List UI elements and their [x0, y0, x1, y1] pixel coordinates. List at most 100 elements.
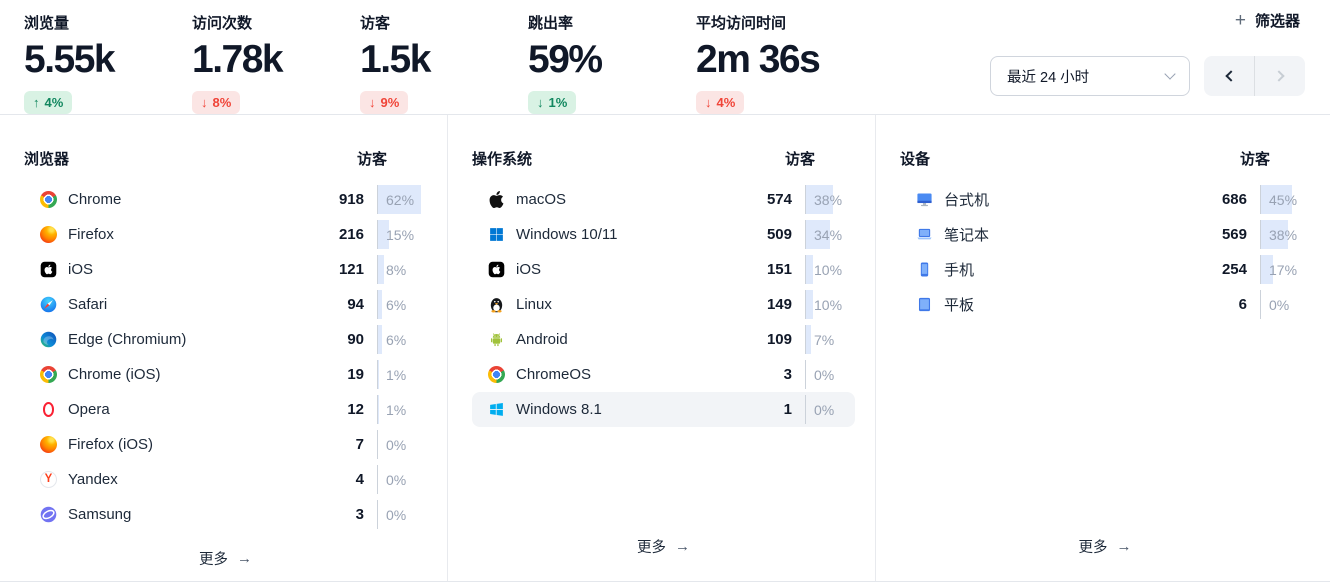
- percent-label: 10%: [814, 261, 843, 278]
- more-link[interactable]: 更多 →: [1079, 536, 1132, 557]
- metric-name: Edge (Chromium): [68, 331, 187, 348]
- percent-cell: 0%: [1260, 290, 1310, 319]
- metric-count: 216: [338, 226, 364, 243]
- metric-row[interactable]: 笔记本 569 38%: [900, 217, 1310, 252]
- percent-bar: [806, 255, 813, 284]
- metric-name: Yandex: [68, 471, 118, 488]
- stat-card[interactable]: 访问次数 1.78k ↓ 8%: [192, 12, 360, 114]
- panel-header: 浏览器 访客: [24, 149, 427, 170]
- metric-row[interactable]: 平板 6 0%: [900, 287, 1310, 322]
- prev-period-button[interactable]: [1204, 56, 1254, 96]
- metric-row[interactable]: Windows 8.1 1 0%: [472, 392, 855, 427]
- metric-count: 151: [766, 261, 792, 278]
- windows-icon: [488, 226, 505, 243]
- metric-name: Samsung: [68, 506, 132, 523]
- stat-label: 访问次数: [192, 15, 253, 32]
- next-period-button[interactable]: [1255, 56, 1305, 96]
- metric-name: Windows 10/11: [516, 226, 618, 243]
- metric-count: 686: [1221, 191, 1247, 208]
- percent-bar: [1261, 255, 1273, 284]
- percent-cell: 45%: [1260, 185, 1310, 214]
- stat-card[interactable]: 跳出率 59% ↓ 1%: [528, 12, 696, 114]
- chrome-icon: [488, 366, 505, 383]
- metric-count: 1: [783, 401, 792, 418]
- metric-row[interactable]: Safari 94 6%: [24, 287, 427, 322]
- metric-name: iOS: [68, 261, 94, 278]
- metric-name: 笔记本: [944, 227, 990, 244]
- metric-count: 19: [347, 366, 364, 383]
- more-link[interactable]: 更多 →: [199, 548, 252, 569]
- change-arrow-icon: ↓: [369, 95, 376, 110]
- windows81-icon: [488, 401, 505, 418]
- metric-row[interactable]: Y Yandex 4 0%: [24, 462, 427, 497]
- stat-change-badge: ↑ 4%: [24, 91, 73, 114]
- chevron-left-icon: [1224, 70, 1237, 82]
- percent-bar: [378, 290, 382, 319]
- stats-header: 浏览量 5.55k ↑ 4% 访问次数 1.78k ↓ 8% 访客 1.5k ↓…: [0, 0, 1330, 115]
- metric-name: Linux: [516, 296, 552, 313]
- percent-cell: 10%: [805, 255, 855, 284]
- metric-row[interactable]: Edge (Chromium) 90 6%: [24, 322, 427, 357]
- metric-row[interactable]: Chrome 918 62%: [24, 182, 427, 217]
- metric-row[interactable]: macOS 574 38%: [472, 182, 855, 217]
- percent-bar: [806, 220, 830, 249]
- metric-row[interactable]: Android 109 7%: [472, 322, 855, 357]
- stat-value: 1.5k: [360, 38, 431, 81]
- metric-count: 90: [347, 331, 364, 348]
- change-value: 9%: [380, 95, 400, 110]
- metric-name: Safari: [68, 296, 108, 313]
- percent-label: 1%: [386, 401, 407, 418]
- percent-label: 6%: [386, 296, 407, 313]
- metric-name: macOS: [516, 191, 567, 208]
- percent-cell: 38%: [1260, 220, 1310, 249]
- metric-count: 3: [355, 506, 364, 523]
- samsung-icon: [40, 506, 57, 523]
- metric-row[interactable]: Firefox 216 15%: [24, 217, 427, 252]
- percent-cell: 38%: [805, 185, 855, 214]
- percent-label: 0%: [814, 366, 835, 383]
- metrics-panel: 操作系统 访客 macOS 574 38% Windows 10/11 509 …: [447, 115, 875, 581]
- metric-row[interactable]: Linux 149 10%: [472, 287, 855, 322]
- more-link[interactable]: 更多 →: [637, 536, 690, 557]
- metric-name: Windows 8.1: [516, 401, 602, 418]
- metric-row[interactable]: Windows 10/11 509 34%: [472, 217, 855, 252]
- yandex-icon: Y: [40, 471, 57, 488]
- metric-name: iOS: [516, 261, 542, 278]
- metric-name: 平板: [944, 297, 975, 314]
- metric-count: 121: [338, 261, 364, 278]
- metric-row[interactable]: Samsung 3 0%: [24, 497, 427, 532]
- date-nav: [1204, 56, 1305, 96]
- percent-bar: [1261, 185, 1292, 214]
- laptop-icon: [916, 226, 933, 243]
- metric-count: 6: [1238, 296, 1247, 313]
- percent-label: 10%: [814, 296, 843, 313]
- metric-name: Chrome (iOS): [68, 366, 161, 383]
- percent-label: 0%: [386, 436, 407, 453]
- panel-footer: 更多 →: [472, 536, 855, 557]
- metric-row[interactable]: 手机 254 17%: [900, 252, 1310, 287]
- more-label: 更多: [1078, 540, 1108, 556]
- change-value: 1%: [548, 95, 568, 110]
- metric-row[interactable]: 台式机 686 45%: [900, 182, 1310, 217]
- percent-label: 0%: [1269, 296, 1290, 313]
- percent-label: 62%: [386, 191, 415, 208]
- stat-card[interactable]: 平均访问时间 2m 36s ↓ 4%: [696, 12, 864, 114]
- metric-name: ChromeOS: [516, 366, 592, 383]
- stat-value: 2m 36s: [696, 38, 821, 81]
- metric-row[interactable]: Opera 12 1%: [24, 392, 427, 427]
- date-range-select[interactable]: 最近 24 小时: [990, 56, 1190, 96]
- metric-row[interactable]: Firefox (iOS) 7 0%: [24, 427, 427, 462]
- stat-card[interactable]: 浏览量 5.55k ↑ 4%: [24, 12, 192, 114]
- percent-label: 0%: [386, 471, 407, 488]
- stat-card[interactable]: 访客 1.5k ↓ 9%: [360, 12, 528, 114]
- metric-row[interactable]: ChromeOS 3 0%: [472, 357, 855, 392]
- add-filter-button[interactable]: + 筛选器: [1235, 10, 1300, 31]
- metric-row[interactable]: iOS 121 8%: [24, 252, 427, 287]
- tablet-icon: [916, 296, 933, 313]
- panel-rows: Chrome 918 62% Firefox 216 15% iOS 121 8…: [24, 182, 427, 532]
- metric-count: 569: [1221, 226, 1247, 243]
- metric-row[interactable]: Chrome (iOS) 19 1%: [24, 357, 427, 392]
- metric-count: 509: [766, 226, 792, 243]
- metric-row[interactable]: iOS 151 10%: [472, 252, 855, 287]
